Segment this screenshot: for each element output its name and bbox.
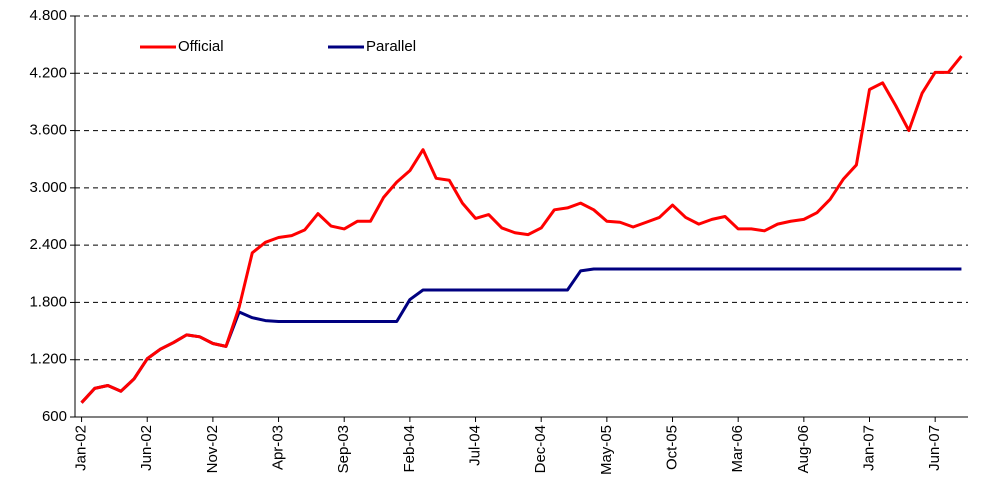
x-tick-label: Feb-04 xyxy=(401,425,418,473)
y-tick-label: 4.200 xyxy=(29,64,67,81)
line-series xyxy=(80,267,962,404)
x-tick-label: Dec-04 xyxy=(532,425,549,473)
x-tick-label: Apr-03 xyxy=(270,425,287,470)
x-tick-label: Nov-02 xyxy=(204,425,221,473)
x-tick-label: Jan-02 xyxy=(73,425,90,471)
y-tick-label: 4.800 xyxy=(29,7,67,24)
x-tick-label: May-05 xyxy=(598,425,615,475)
y-tick-label: 600 xyxy=(42,408,67,425)
x-tick-label: Aug-06 xyxy=(795,425,812,473)
y-tick-label: 1.800 xyxy=(29,293,67,310)
x-tick-label: Oct-05 xyxy=(663,425,680,470)
y-tick-label: 3.600 xyxy=(29,122,67,139)
y-tick-label: 1.200 xyxy=(29,351,67,368)
x-tick-label: Sep-03 xyxy=(335,425,352,473)
line-series xyxy=(80,55,963,404)
legend-label: Official xyxy=(178,38,224,55)
y-tick-label: 3.000 xyxy=(29,179,67,196)
x-tick-label: Mar-06 xyxy=(729,425,746,473)
x-tick-label: Jan-07 xyxy=(860,425,877,471)
y-tick-label: 2.400 xyxy=(29,236,67,253)
x-tick-label: Jul-04 xyxy=(467,425,484,466)
x-tick-label: Jun-02 xyxy=(138,425,155,471)
x-tick-label: Jun-07 xyxy=(926,425,943,471)
legend-label: Parallel xyxy=(366,38,416,55)
